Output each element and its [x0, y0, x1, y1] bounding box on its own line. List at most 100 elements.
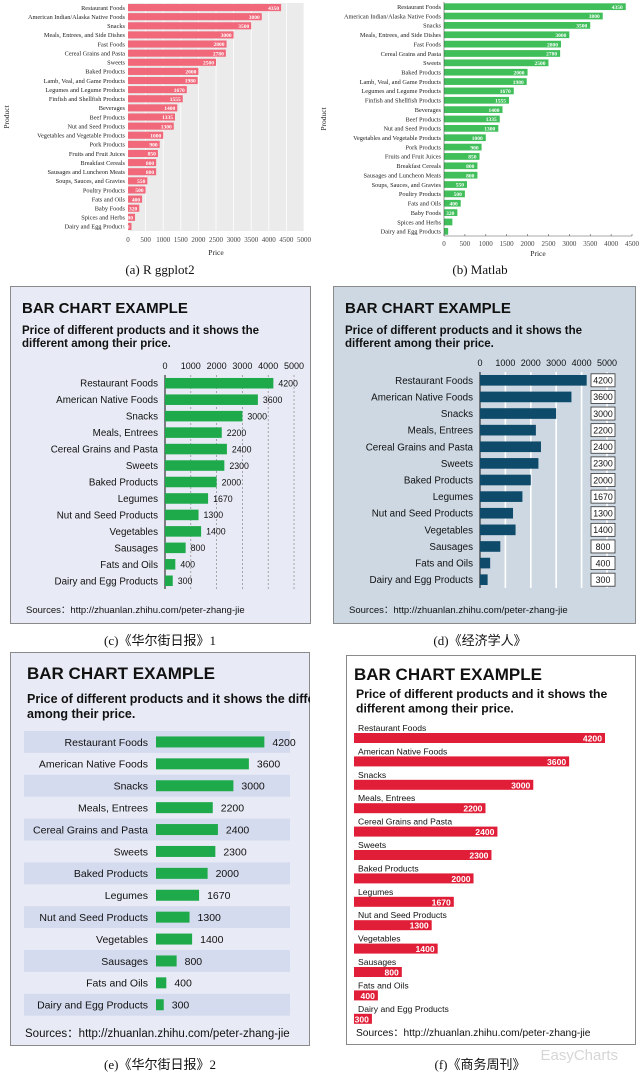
category-label: Nut and Seed Products — [372, 509, 473, 520]
bar-value-label: 1980 — [185, 79, 196, 85]
bar-value-label: 4200 — [583, 734, 602, 744]
chart-title: BAR CHART EXAMPLE — [354, 665, 542, 684]
category-label: Sweets — [358, 840, 386, 850]
watermark: EasyCharts — [540, 1047, 618, 1064]
bar — [480, 507, 514, 519]
bar-value-label: 1300 — [484, 127, 495, 133]
x-tick-label: 3000 — [232, 361, 252, 371]
caption-f: (f)《商务周刊》 — [434, 1057, 526, 1072]
value-box — [590, 456, 616, 471]
x-tick-label: 1000 — [181, 361, 201, 371]
bar-value-label: 3600 — [547, 757, 566, 767]
bar — [444, 96, 509, 104]
category-label: Baked Products — [85, 69, 125, 76]
bar-value-label: 2000 — [216, 868, 240, 880]
value-box — [590, 539, 616, 554]
caption-e: (e)《华尔街日报》2 — [104, 1057, 216, 1072]
bar-value-label: 1400 — [593, 525, 613, 535]
bar-value-label: 1400 — [164, 106, 175, 112]
bar — [480, 474, 531, 486]
bar-value-label: 2000 — [222, 477, 242, 487]
value-box — [590, 489, 616, 504]
bar — [165, 575, 173, 587]
category-label: Lamb, Veal, and Game Products — [360, 79, 442, 86]
category-label: American Indian/Alaska Native Foods — [28, 14, 126, 21]
bar — [128, 222, 132, 230]
bar-value-label: 3000 — [593, 409, 613, 419]
value-box — [590, 390, 616, 404]
category-label: Meals, Entrees — [93, 428, 158, 439]
bar — [156, 911, 190, 923]
category-label: Snacks — [358, 770, 386, 780]
category-label: Legumes — [105, 890, 148, 902]
category-label: Restaurant Foods — [81, 5, 125, 12]
bar — [156, 802, 213, 814]
bar — [128, 86, 187, 94]
bar-value-label: 100 — [121, 225, 130, 231]
x-tick-label: 4000 — [258, 361, 278, 371]
bar — [128, 204, 140, 212]
category-label: Fats and Oils — [100, 560, 158, 571]
bar — [444, 115, 500, 123]
bar-value-label: 4200 — [593, 376, 613, 386]
bar — [165, 542, 186, 554]
bar — [156, 955, 177, 967]
category-label: Sausages and Luncheon Meats — [48, 169, 126, 176]
bar-value-label: 300 — [596, 575, 611, 585]
bar-value-label: 1555 — [170, 97, 181, 103]
category-label: Pork Products — [89, 142, 125, 149]
chart-title: BAR CHART EXAMPLE — [345, 300, 511, 317]
bar-value-label: 400 — [174, 978, 192, 990]
bar — [444, 59, 549, 67]
bar — [128, 49, 226, 57]
bar-value-label: 1980 — [513, 80, 524, 86]
bar — [156, 824, 218, 836]
bar — [354, 779, 534, 790]
bar-value-label: 400 — [361, 991, 376, 1001]
category-label: Poultry Products — [399, 191, 442, 198]
bar — [480, 524, 516, 536]
chart-subtitle: Price of different products and it shows… — [27, 692, 310, 721]
bar-value-label: 800 — [466, 173, 475, 179]
bar — [165, 559, 176, 570]
bar-value-label: 2400 — [232, 444, 252, 454]
bar-value-label: 3600 — [263, 395, 283, 405]
bar-value-label: 3000 — [241, 781, 265, 793]
chart-subtitle: Price of different products and it shows… — [345, 325, 582, 350]
bar-value-label: 320 — [129, 206, 138, 212]
bar — [354, 826, 498, 837]
category-label: Fats and Oils — [408, 201, 442, 208]
bar — [165, 476, 217, 488]
category-label: Sweets — [441, 459, 473, 470]
bar — [444, 162, 478, 170]
bar-value-label: 2000 — [451, 874, 470, 884]
chart-a-svg: 0 500 1000 1500 2000 2500 3000 3500 4000 4500 5000… — [2, 3, 312, 257]
x-tick-label: 0 — [126, 236, 130, 244]
bar — [354, 920, 432, 931]
x-tick-label: 4000 — [604, 240, 619, 248]
category-label: Restaurant Foods — [397, 4, 441, 11]
bar — [444, 199, 461, 207]
category-label: Vegetables — [96, 934, 148, 946]
category-label: Baby Foods — [411, 210, 442, 217]
chart-c-svg: BAR CHART EXAMPLE Price of different prod… — [10, 286, 311, 624]
bar — [156, 933, 193, 945]
bar — [354, 967, 402, 977]
bar-value-label: 1670 — [500, 89, 511, 95]
x-tick-label: 2500 — [209, 236, 224, 244]
category-label: Sweets — [126, 461, 158, 472]
bar — [165, 460, 225, 471]
category-label: American Native Foods — [371, 392, 473, 403]
category-label: Fats and Oils — [86, 978, 148, 990]
category-label: Meals, Entrees, and Side Dishes — [44, 32, 126, 39]
bar — [444, 190, 465, 198]
category-label: Beef Products — [406, 116, 442, 123]
category-label: Dairy and Egg Products — [65, 224, 126, 231]
value-box — [590, 473, 616, 487]
bar-value-label: 3800 — [249, 15, 260, 21]
bar-value-label: 1300 — [204, 510, 224, 520]
category-label: Vegetables — [358, 934, 401, 944]
category-label: Snacks — [114, 781, 148, 793]
bar — [354, 873, 474, 884]
caption-a: (a) R ggplot2 — [125, 262, 195, 277]
